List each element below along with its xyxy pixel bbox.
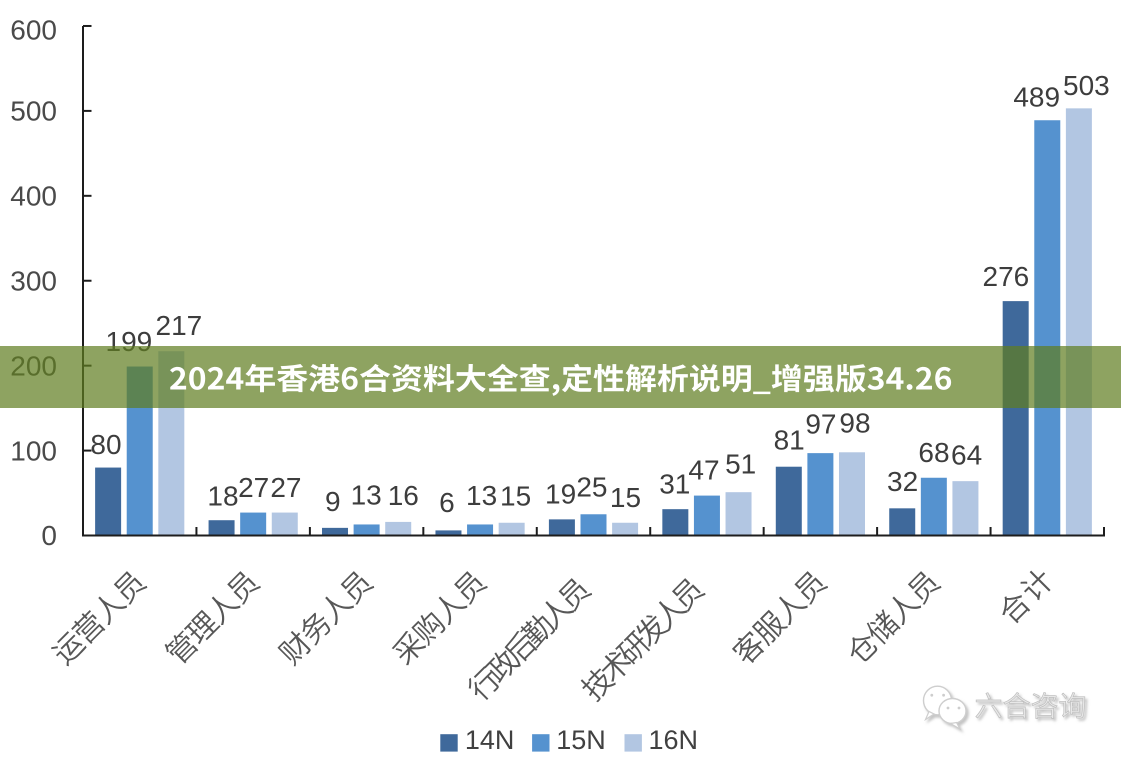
svg-text:16: 16	[388, 480, 419, 511]
svg-text:25: 25	[576, 472, 607, 503]
svg-text:13: 13	[351, 479, 382, 510]
svg-text:0: 0	[41, 520, 57, 551]
svg-text:80: 80	[90, 429, 121, 460]
svg-text:19: 19	[545, 479, 576, 510]
svg-text:15: 15	[610, 482, 641, 513]
svg-text:16N: 16N	[649, 725, 699, 755]
svg-text:15N: 15N	[556, 725, 606, 755]
svg-text:27: 27	[238, 472, 269, 503]
svg-text:64: 64	[951, 440, 982, 471]
svg-text:98: 98	[839, 408, 870, 439]
svg-text:489: 489	[1013, 82, 1060, 113]
svg-text:400: 400	[10, 181, 57, 212]
svg-text:47: 47	[688, 455, 719, 486]
svg-text:503: 503	[1063, 70, 1110, 101]
svg-text:18: 18	[207, 481, 238, 512]
svg-text:6: 6	[439, 487, 455, 518]
svg-text:51: 51	[725, 448, 756, 479]
svg-text:81: 81	[774, 425, 805, 456]
svg-text:600: 600	[10, 15, 57, 46]
svg-text:15: 15	[500, 481, 531, 512]
svg-text:300: 300	[10, 265, 57, 296]
svg-text:27: 27	[270, 472, 301, 503]
svg-text:13: 13	[466, 480, 497, 511]
svg-text:14N: 14N	[465, 725, 515, 755]
svg-text:97: 97	[805, 409, 836, 440]
svg-text:500: 500	[10, 96, 57, 127]
svg-text:276: 276	[983, 261, 1030, 292]
svg-text:31: 31	[659, 468, 690, 499]
svg-text:32: 32	[887, 466, 918, 497]
svg-text:68: 68	[918, 437, 949, 468]
svg-text:100: 100	[10, 435, 57, 466]
svg-text:9: 9	[325, 486, 341, 517]
svg-text:217: 217	[156, 310, 203, 341]
